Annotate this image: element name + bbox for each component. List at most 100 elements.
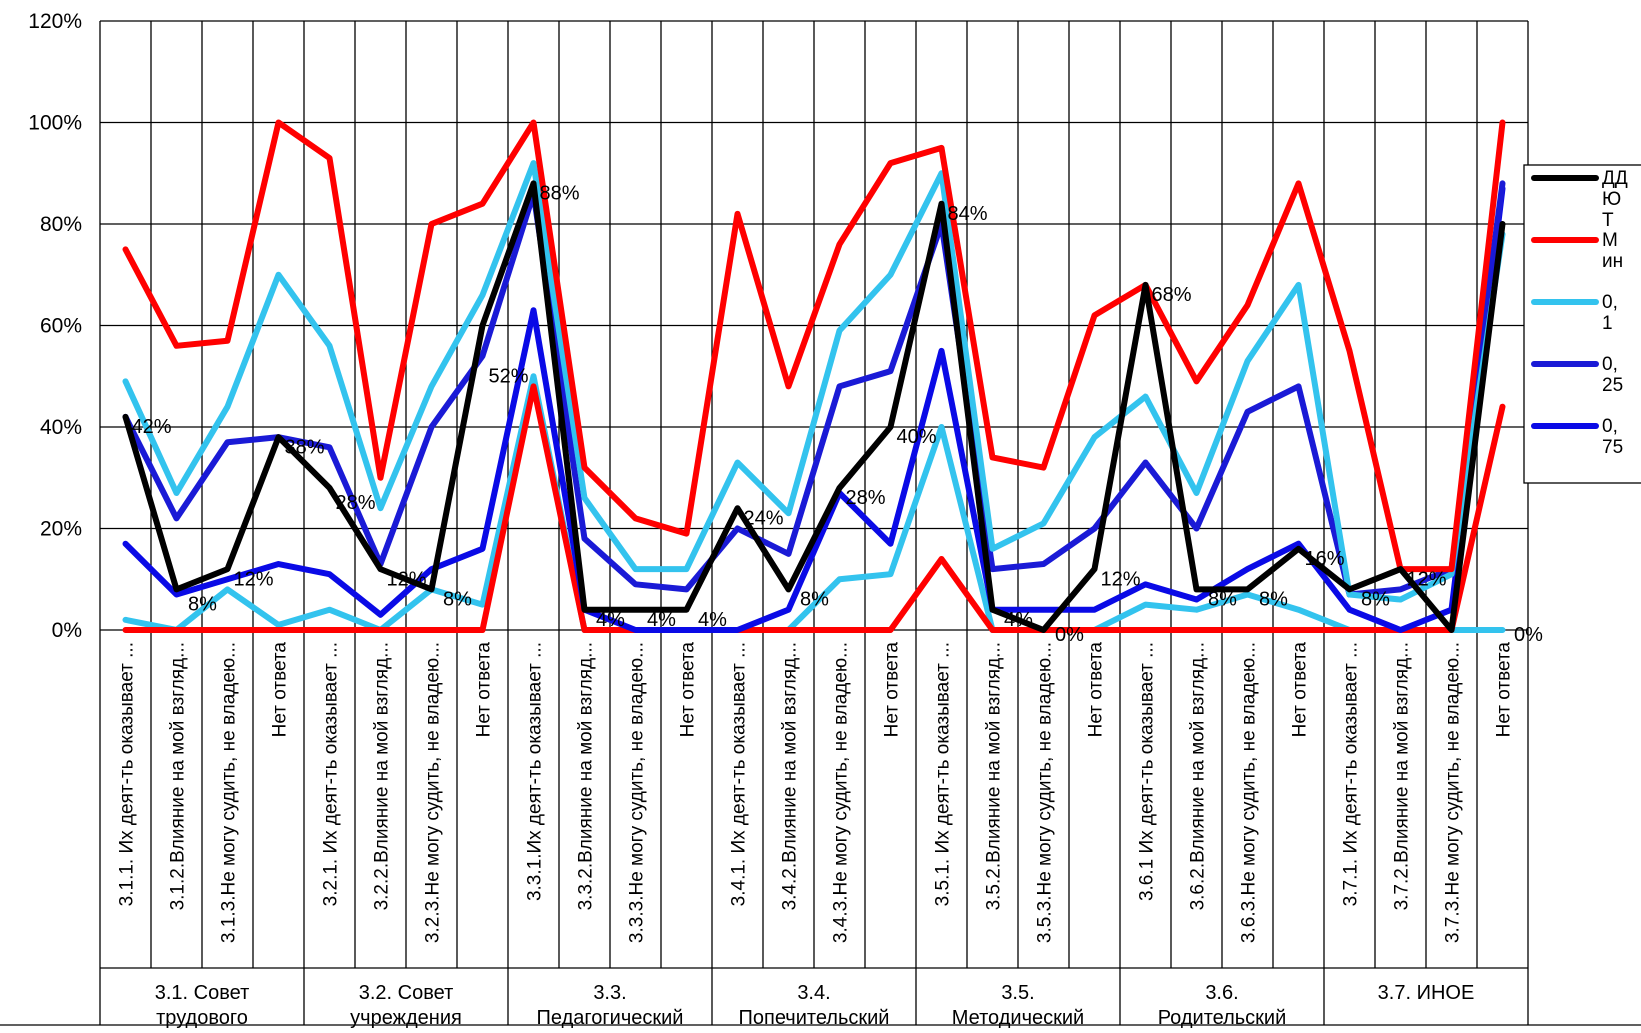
- legend-box: [1523, 164, 1641, 484]
- x-category-label: Нет ответа: [678, 642, 699, 738]
- data-label: 42%: [131, 416, 171, 438]
- data-label: 0%: [1514, 624, 1543, 646]
- series-line: [122, 185, 1506, 633]
- legend-entry-line: 75: [1602, 437, 1623, 458]
- x-category-label: 3.4.2.Влияние на мой взгляд...: [780, 642, 801, 910]
- data-label: 12%: [386, 568, 426, 590]
- data-label: 8%: [800, 589, 829, 611]
- x-category-label: 3.7.3.Не могу судить, не владею...: [1443, 642, 1464, 943]
- y-tick-label: 40%: [40, 416, 82, 439]
- legend-entry-label: ДД Ю Т: [1602, 168, 1628, 231]
- x-category-label: 3.5.2.Влияние на мой взгляд...: [984, 642, 1005, 910]
- x-category-label: Нет ответа: [474, 642, 495, 738]
- data-label: 12%: [1406, 568, 1446, 590]
- data-label: 4%: [647, 609, 676, 631]
- legend-entry-line: Ю: [1602, 189, 1621, 210]
- x-group-label: 3.5. Методический: [952, 982, 1084, 1029]
- x-category-label: 3.1.1. Их деят-ть оказывает ...: [117, 642, 138, 906]
- y-tick-label: 60%: [40, 315, 82, 338]
- legend-entry-line: 1: [1602, 313, 1613, 334]
- data-label: 38%: [284, 436, 324, 458]
- x-category-label: 3.1.3.Не могу судить, не владею...: [219, 642, 240, 943]
- data-label: 28%: [845, 487, 885, 509]
- x-category-label: Нет ответа: [1086, 642, 1107, 738]
- data-labels: 42% 8% 12% 38% 28% 12% 8% 52% 88% 4% 4% 4% 24% 8% 28% 4…: [131, 183, 1543, 647]
- series-line: [122, 383, 1506, 633]
- x-category-label: Нет ответа: [270, 642, 291, 738]
- x-group-label-line: 3.2. Совет: [359, 982, 454, 1004]
- x-group-label: 3.7. ИНОЕ: [1378, 982, 1475, 1004]
- x-category-label: Нет ответа: [1290, 642, 1311, 738]
- x-group-label-line: 3.1. Совет: [155, 982, 250, 1004]
- data-label: 8%: [1361, 589, 1390, 611]
- x-group-label-line: 3.6.: [1205, 982, 1238, 1004]
- series-line: [122, 180, 1506, 633]
- x-group-label: 3.4. Попечительский: [739, 982, 890, 1029]
- data-label: 88%: [539, 183, 579, 205]
- x-category-label: 3.2.1. Их деят-ть оказывает ...: [321, 642, 342, 906]
- data-label: 16%: [1304, 548, 1344, 570]
- legend-entry-label: 0, 75: [1602, 416, 1623, 458]
- series-lines: [122, 119, 1506, 633]
- x-category-label: 3.3.2.Влияние на мой взгляд...: [576, 642, 597, 910]
- legend-entry-line: 0,: [1602, 416, 1618, 437]
- x-category-label: 3.4.3.Не могу судить, не владею...: [831, 642, 852, 943]
- x-group-label-line: Родительский: [1158, 1007, 1287, 1029]
- x-group-label: 3.1. Совет трудового: [155, 982, 250, 1029]
- series-line: [122, 373, 1506, 633]
- data-label: 0%: [1055, 624, 1084, 646]
- data-label: 8%: [443, 589, 472, 611]
- x-group-label-line: 3.7. ИНОЕ: [1378, 982, 1475, 1004]
- x-category-label: Нет ответа: [1494, 642, 1515, 738]
- data-label: 8%: [1259, 589, 1288, 611]
- x-category-label: 3.6.2.Влияние на мой взгляд...: [1188, 642, 1209, 910]
- y-tick-label: 0%: [52, 619, 82, 642]
- data-label: 84%: [947, 203, 987, 225]
- x-category-label: 3.3.3.Не могу судить, не владею...: [627, 642, 648, 943]
- x-group-label-line: учреждения: [350, 1007, 462, 1029]
- x-group-label-line: трудового: [156, 1007, 248, 1029]
- x-category-label: 3.7.1. Их деят-ть оказывает ...: [1341, 642, 1362, 906]
- data-label: 8%: [1208, 589, 1237, 611]
- x-group-label-line: Педагогический: [537, 1007, 684, 1029]
- legend-entry-line: Т: [1602, 210, 1614, 231]
- series-line: [122, 180, 1506, 598]
- y-tick-label: 20%: [40, 518, 82, 541]
- legend-entry-line: 0,: [1602, 292, 1618, 313]
- y-axis: 0% 20% 40% 60% 80% 100% 120%: [28, 10, 82, 642]
- data-label: 4%: [698, 609, 727, 631]
- x-category-label: Нет ответа: [882, 642, 903, 738]
- x-axis: 3.1.1. Их деят-ть оказывает ... 3.1.2.Вли…: [0, 630, 1641, 1029]
- series-line: [122, 160, 1506, 603]
- data-label: 52%: [488, 365, 528, 387]
- data-label: 4%: [1004, 609, 1033, 631]
- x-group-label-line: 3.3.: [593, 982, 626, 1004]
- x-category-label: 3.7.2.Влияние на мой взгляд...: [1392, 642, 1413, 910]
- data-label: 24%: [743, 507, 783, 529]
- legend-entry-line: 25: [1602, 375, 1623, 396]
- x-group-label-line: 3.5.: [1001, 982, 1034, 1004]
- legend-entry-label: 0, 25: [1602, 354, 1623, 396]
- x-category-label: 3.2.2.Влияние на мой взгляд...: [372, 642, 393, 910]
- y-tick-label: 100%: [28, 112, 82, 135]
- x-category-label: 3.6.3.Не могу судить, не владею...: [1239, 642, 1260, 943]
- x-category-label: 3.5.1. Их деят-ть оказывает ...: [933, 642, 954, 906]
- x-category-label: 3.6.1 Их деят-ть оказывает ...: [1137, 642, 1158, 901]
- data-label: 12%: [1100, 568, 1140, 590]
- x-group-label-line: Методический: [952, 1007, 1084, 1029]
- x-category-label: 3.1.2.Влияние на мой взгляд...: [168, 642, 189, 910]
- legend-entry-line: ДД: [1602, 168, 1628, 189]
- x-group-label: 3.6. Родительский: [1158, 982, 1287, 1029]
- legend-entry-line: 0,: [1602, 354, 1618, 375]
- legend-entry-line: ин: [1602, 251, 1623, 272]
- data-label: 8%: [188, 594, 217, 616]
- data-label: 68%: [1151, 284, 1191, 306]
- legend: ДД Ю ТМ ин0, 10, 250, 75: [1523, 164, 1641, 484]
- data-label: 28%: [335, 492, 375, 514]
- y-tick-label: 80%: [40, 213, 82, 236]
- x-category-label: 3.3.1.Их деят-ть оказывает ...: [525, 642, 546, 901]
- x-category-label: 3.5.3.Не могу судить, не владею...: [1035, 642, 1056, 943]
- data-label: 12%: [233, 568, 273, 590]
- x-category-label: 3.2.3.Не могу судить, не владею...: [423, 642, 444, 943]
